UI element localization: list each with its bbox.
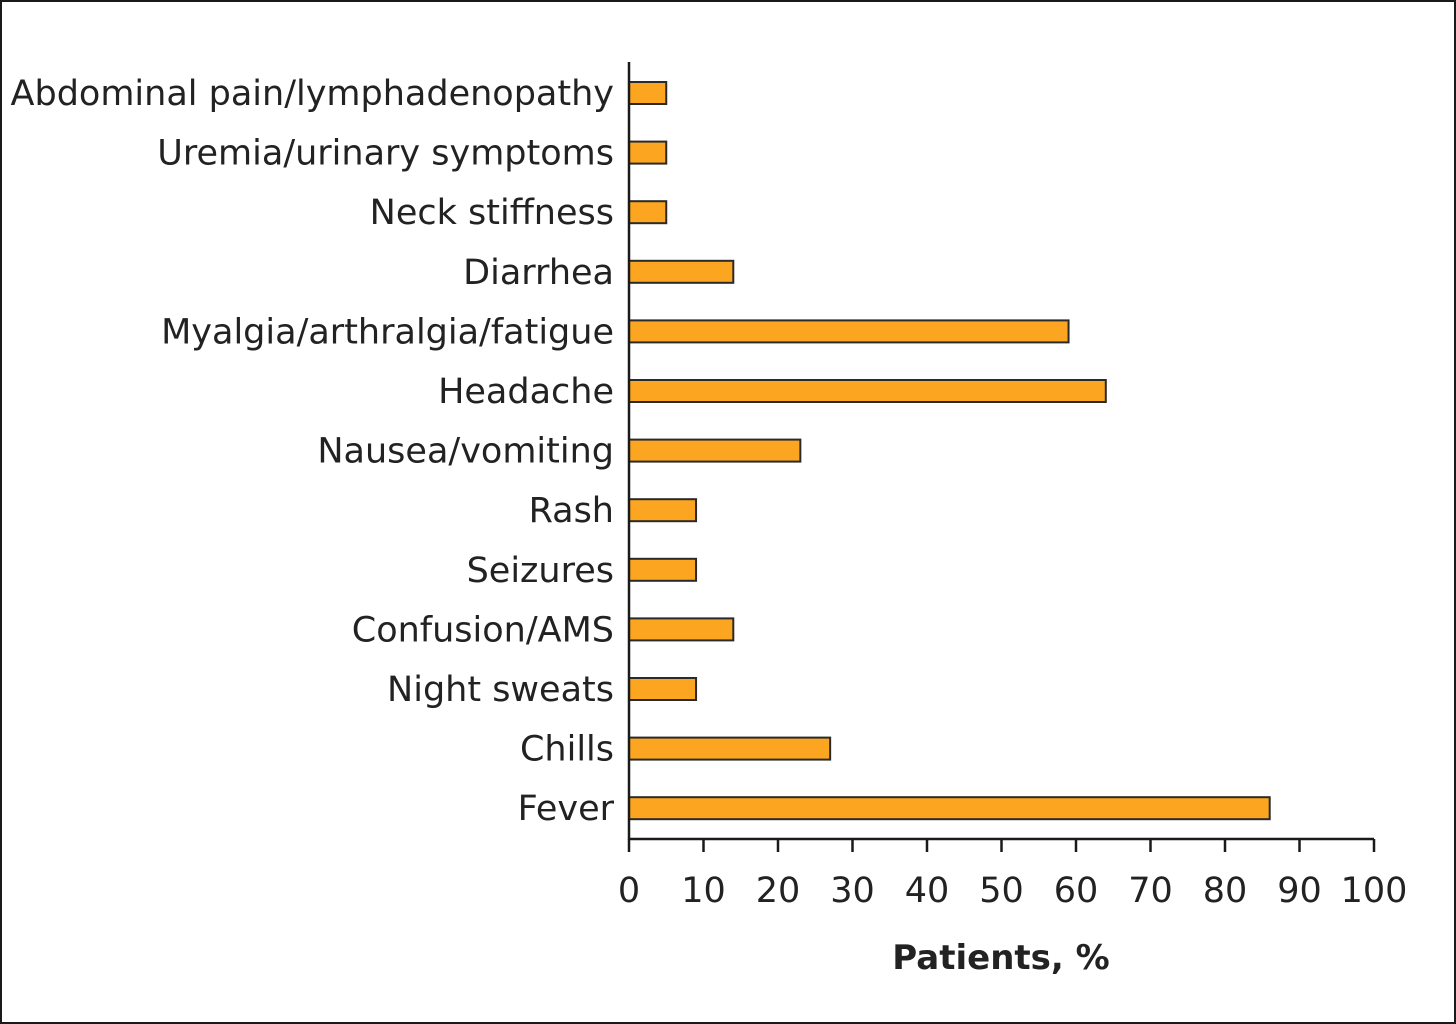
category-label: Neck stiffness	[370, 193, 614, 233]
x-tick-label: 20	[756, 871, 801, 911]
bar	[628, 796, 1271, 821]
x-tick-label: 100	[1341, 871, 1408, 911]
category-label: Myalgia/arthralgia/fatigue	[161, 312, 614, 352]
bar	[628, 319, 1070, 344]
category-label: Fever	[518, 789, 615, 829]
bar	[628, 140, 668, 165]
x-tick-label: 40	[905, 871, 950, 911]
bar	[628, 498, 698, 523]
x-axis-ticks: 0 10 20 30 40 50 60 70 80 90 100	[618, 839, 1408, 911]
x-tick-label: 10	[681, 871, 726, 911]
bars-group	[628, 81, 1271, 821]
category-label: Confusion/AMS	[352, 610, 614, 650]
bar	[628, 379, 1107, 403]
bar	[628, 677, 698, 701]
x-tick-label: 90	[1277, 871, 1322, 911]
category-labels: Abdominal pain/lymphadenopathy Uremia/uri…	[11, 74, 615, 829]
x-tick-label: 30	[830, 871, 875, 911]
bar	[628, 557, 698, 582]
bar	[628, 200, 668, 225]
x-tick-label: 0	[618, 871, 640, 911]
category-label: Chills	[520, 730, 614, 770]
category-label: Rash	[529, 491, 614, 531]
category-label: Seizures	[467, 551, 614, 591]
x-tick-label: 70	[1128, 871, 1173, 911]
bar	[628, 81, 668, 105]
category-label: Nausea/vomiting	[317, 432, 614, 472]
bar	[628, 736, 832, 761]
bar	[628, 617, 735, 642]
category-label: Diarrhea	[463, 253, 614, 293]
bar	[628, 259, 735, 284]
category-label: Abdominal pain/lymphadenopathy	[11, 74, 614, 114]
x-tick-label: 50	[979, 871, 1024, 911]
category-label: Uremia/urinary symptoms	[157, 134, 614, 174]
bar	[628, 438, 802, 463]
x-tick-label: 80	[1203, 871, 1248, 911]
category-label: Night sweats	[387, 670, 614, 710]
x-axis-title: Patients, %	[892, 938, 1109, 978]
category-label: Headache	[438, 372, 614, 412]
x-tick-label: 60	[1054, 871, 1099, 911]
